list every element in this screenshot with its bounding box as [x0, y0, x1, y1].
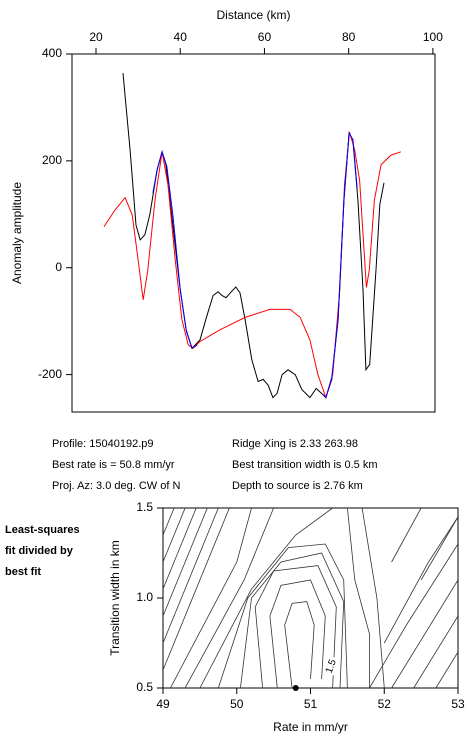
y-axis-title: Anomaly amplitude [10, 182, 24, 284]
y-tick-label: 200 [42, 153, 62, 167]
y-tick-label: 1.5 [136, 500, 153, 514]
x-tick-label: 80 [342, 30, 356, 44]
x-tick-label: 40 [174, 30, 188, 44]
x-tick-label: 100 [423, 30, 443, 44]
contour-line [163, 508, 219, 644]
contour-line [254, 565, 337, 688]
info-text: Proj. Az: 3.0 deg. CW of N [52, 480, 180, 492]
info-text: Depth to source is 2.76 km [232, 480, 363, 492]
x-axis-title: Distance (km) [216, 8, 290, 22]
x-tick-label: 50 [230, 697, 244, 711]
y-tick-label: -200 [38, 367, 62, 381]
info-text: Best transition width is 0.5 km [232, 459, 378, 471]
contour-line [217, 543, 348, 688]
side-note: fit divided by [5, 545, 74, 557]
contour-line [391, 508, 422, 563]
contour-line [269, 579, 326, 688]
y-tick-label: 0 [55, 260, 62, 274]
best-fit-point [292, 685, 299, 691]
contour-line [170, 508, 252, 688]
x-tick-label: 51 [304, 697, 318, 711]
contour-line [163, 508, 186, 563]
info-text: Ridge Xing is 2.33 263.98 [232, 438, 358, 450]
y-tick-label: 0.5 [136, 680, 153, 694]
x-tick-label: 20 [89, 30, 103, 44]
contour-line [163, 508, 175, 536]
contour-line [184, 508, 274, 688]
contour-line [413, 615, 458, 688]
contour-line [361, 508, 385, 688]
contour-line [435, 651, 458, 688]
y-axis-title: Transition width in km [108, 540, 122, 656]
y-tick-label: 1.0 [136, 590, 153, 604]
x-axis-title: Rate in mm/yr [273, 720, 348, 734]
contour-line [284, 601, 315, 688]
contour-label: 1.5 [324, 658, 339, 675]
contour-line [420, 516, 458, 581]
x-tick-label: 52 [378, 697, 392, 711]
contour-line [163, 508, 208, 617]
y-tick-label: 400 [42, 46, 62, 60]
plot-frame [71, 53, 436, 413]
side-note: Least-squares [5, 524, 80, 536]
data-line [103, 131, 402, 400]
x-tick-label: 60 [258, 30, 272, 44]
contour-line [369, 543, 458, 688]
contour-line [163, 508, 197, 590]
contour-line [163, 508, 230, 671]
contour-line [391, 579, 458, 688]
info-text: Profile: 15040192.p9 [52, 438, 154, 450]
info-text: Best rate is = 50.8 mm/yr [52, 459, 175, 471]
data-line [152, 131, 358, 399]
contour-line [383, 516, 458, 644]
contour-label-bg [326, 657, 337, 676]
x-tick-label: 49 [156, 697, 170, 711]
data-line [122, 73, 385, 399]
contour-line [199, 508, 333, 688]
contour-line [240, 552, 345, 688]
contour-line [347, 508, 370, 688]
side-note: best fit [5, 566, 41, 578]
x-tick-label: 53 [451, 697, 465, 711]
